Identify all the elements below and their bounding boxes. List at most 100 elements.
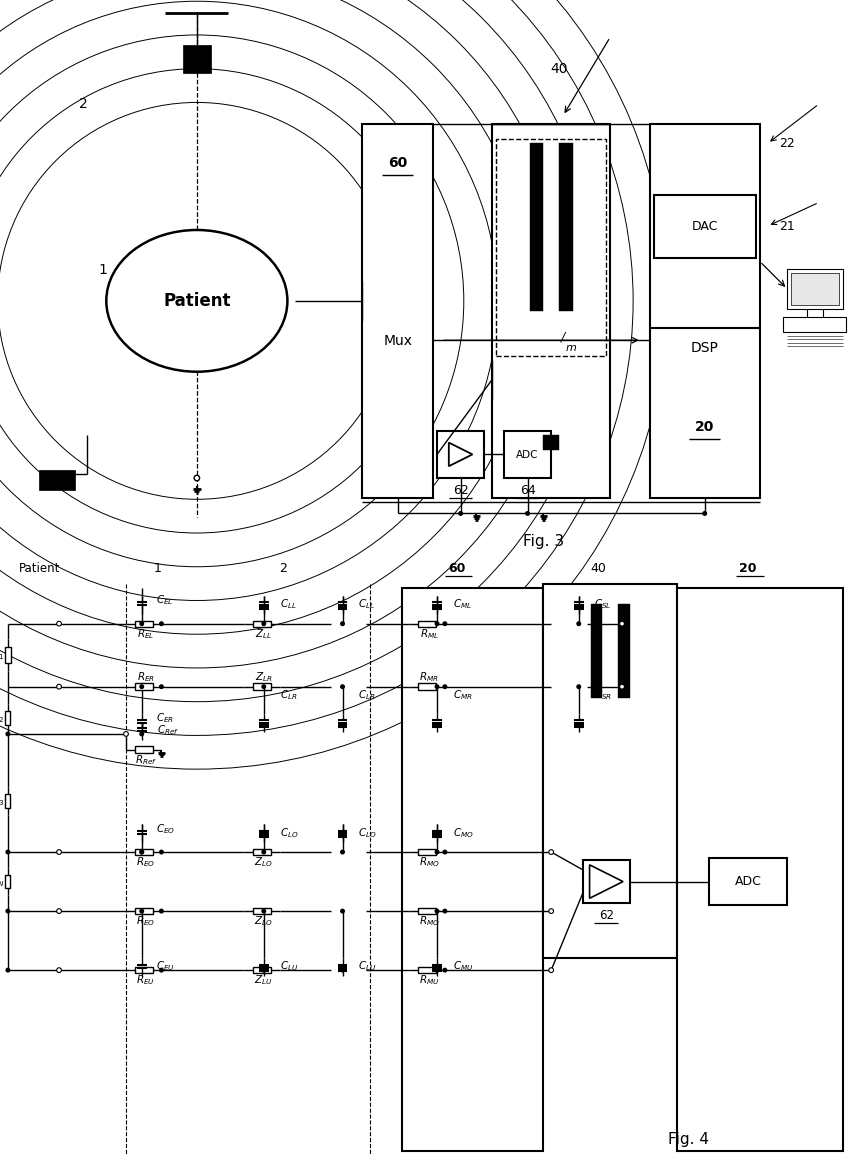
Text: $R_{EO}$: $R_{EO}$ [136, 855, 155, 869]
Text: $C_{ER}$: $C_{ER}$ [155, 712, 174, 725]
Circle shape [577, 622, 580, 626]
Text: $R_{BN}$: $R_{BN}$ [0, 875, 4, 888]
Bar [543, 435, 559, 450]
Text: 1: 1 [153, 562, 161, 575]
Text: 40: 40 [590, 562, 606, 575]
Text: 2: 2 [279, 562, 287, 575]
Bar [618, 605, 630, 699]
Circle shape [341, 969, 345, 972]
Bar [5, 648, 10, 663]
Text: $C_{LO}$: $C_{LO}$ [358, 825, 377, 839]
Circle shape [140, 909, 143, 913]
Bar [135, 908, 153, 915]
Circle shape [57, 685, 62, 690]
Circle shape [159, 685, 163, 689]
Text: 62: 62 [599, 909, 614, 922]
Circle shape [140, 851, 143, 854]
Circle shape [443, 851, 446, 854]
Text: 60: 60 [388, 156, 407, 170]
Bar [5, 875, 10, 888]
Bar [677, 588, 842, 1152]
Bar [418, 967, 436, 973]
Circle shape [443, 969, 446, 972]
Text: $R_{B3}$: $R_{B3}$ [0, 794, 4, 808]
Circle shape [159, 909, 163, 913]
Bar [650, 124, 760, 498]
Text: $R_{EU}$: $R_{EU}$ [136, 973, 155, 987]
Text: Mux: Mux [383, 334, 412, 348]
Text: $Z_{LU}$: $Z_{LU}$ [255, 973, 273, 987]
Text: 62: 62 [452, 483, 469, 496]
Bar [709, 858, 788, 906]
Circle shape [262, 969, 266, 972]
Circle shape [194, 475, 200, 481]
Bar [590, 605, 602, 699]
Circle shape [140, 732, 143, 736]
Bar [253, 967, 271, 973]
Circle shape [57, 622, 62, 627]
Text: $C_{LL}$: $C_{LL}$ [279, 598, 297, 612]
Circle shape [262, 909, 266, 913]
Text: $C_{SR}$: $C_{SR}$ [595, 687, 613, 701]
Circle shape [57, 967, 62, 972]
Bar [135, 848, 153, 855]
Circle shape [262, 685, 266, 689]
Circle shape [140, 685, 143, 689]
Circle shape [159, 969, 163, 972]
Circle shape [435, 969, 439, 972]
Text: $C_{MU}$: $C_{MU}$ [452, 959, 473, 973]
Circle shape [6, 909, 9, 913]
Text: 20: 20 [695, 420, 715, 434]
Text: /: / [560, 330, 565, 343]
Text: ADC: ADC [734, 875, 761, 888]
Text: $R_{Ref}$: $R_{Ref}$ [135, 753, 157, 767]
Bar [791, 273, 838, 305]
Text: $Z_{LR}$: $Z_{LR}$ [255, 670, 273, 684]
Text: $R_{ML}$: $R_{ML}$ [420, 627, 439, 641]
Text: $C_{MO}$: $C_{MO}$ [452, 825, 474, 839]
Circle shape [525, 512, 530, 516]
Text: DAC: DAC [692, 219, 718, 232]
Text: $R_{EL}$: $R_{EL}$ [137, 627, 154, 641]
Text: $C_{SL}$: $C_{SL}$ [595, 598, 612, 612]
Circle shape [435, 685, 439, 689]
Text: $R_{MR}$: $R_{MR}$ [419, 670, 439, 684]
Circle shape [140, 851, 143, 854]
Text: $C_{LL}$: $C_{LL}$ [358, 598, 375, 612]
Circle shape [140, 622, 143, 626]
Bar [135, 747, 153, 753]
Text: $Z_{LL}$: $Z_{LL}$ [255, 627, 273, 641]
Text: $R_{B2}$: $R_{B2}$ [0, 712, 4, 725]
Bar [5, 712, 10, 725]
Bar [530, 144, 543, 310]
Bar [363, 124, 433, 498]
Text: $C_{EL}$: $C_{EL}$ [155, 593, 173, 607]
Bar [253, 908, 271, 915]
Text: Fig. 3: Fig. 3 [523, 533, 564, 548]
Circle shape [262, 622, 266, 626]
Circle shape [341, 622, 345, 626]
Circle shape [57, 850, 62, 854]
Bar [492, 124, 610, 498]
Bar [253, 848, 271, 855]
Bar [783, 317, 847, 333]
Text: $Z_{LO}$: $Z_{LO}$ [255, 855, 273, 869]
Bar [183, 46, 211, 72]
Text: Patient: Patient [19, 562, 60, 575]
Text: $C_{LU}$: $C_{LU}$ [279, 959, 298, 973]
Circle shape [435, 851, 439, 854]
Bar [135, 621, 153, 627]
Text: Patient: Patient [163, 292, 231, 310]
Text: 64: 64 [519, 483, 536, 496]
Text: $C_{LR}$: $C_{LR}$ [279, 687, 297, 701]
Circle shape [341, 851, 345, 854]
Bar [253, 621, 271, 627]
Circle shape [159, 622, 163, 626]
Text: ADC: ADC [516, 449, 539, 460]
Ellipse shape [106, 230, 287, 372]
Circle shape [548, 967, 554, 972]
Circle shape [159, 851, 163, 854]
Circle shape [6, 851, 9, 854]
Bar [418, 848, 436, 855]
Text: $R_{MO}$: $R_{MO}$ [418, 914, 440, 928]
